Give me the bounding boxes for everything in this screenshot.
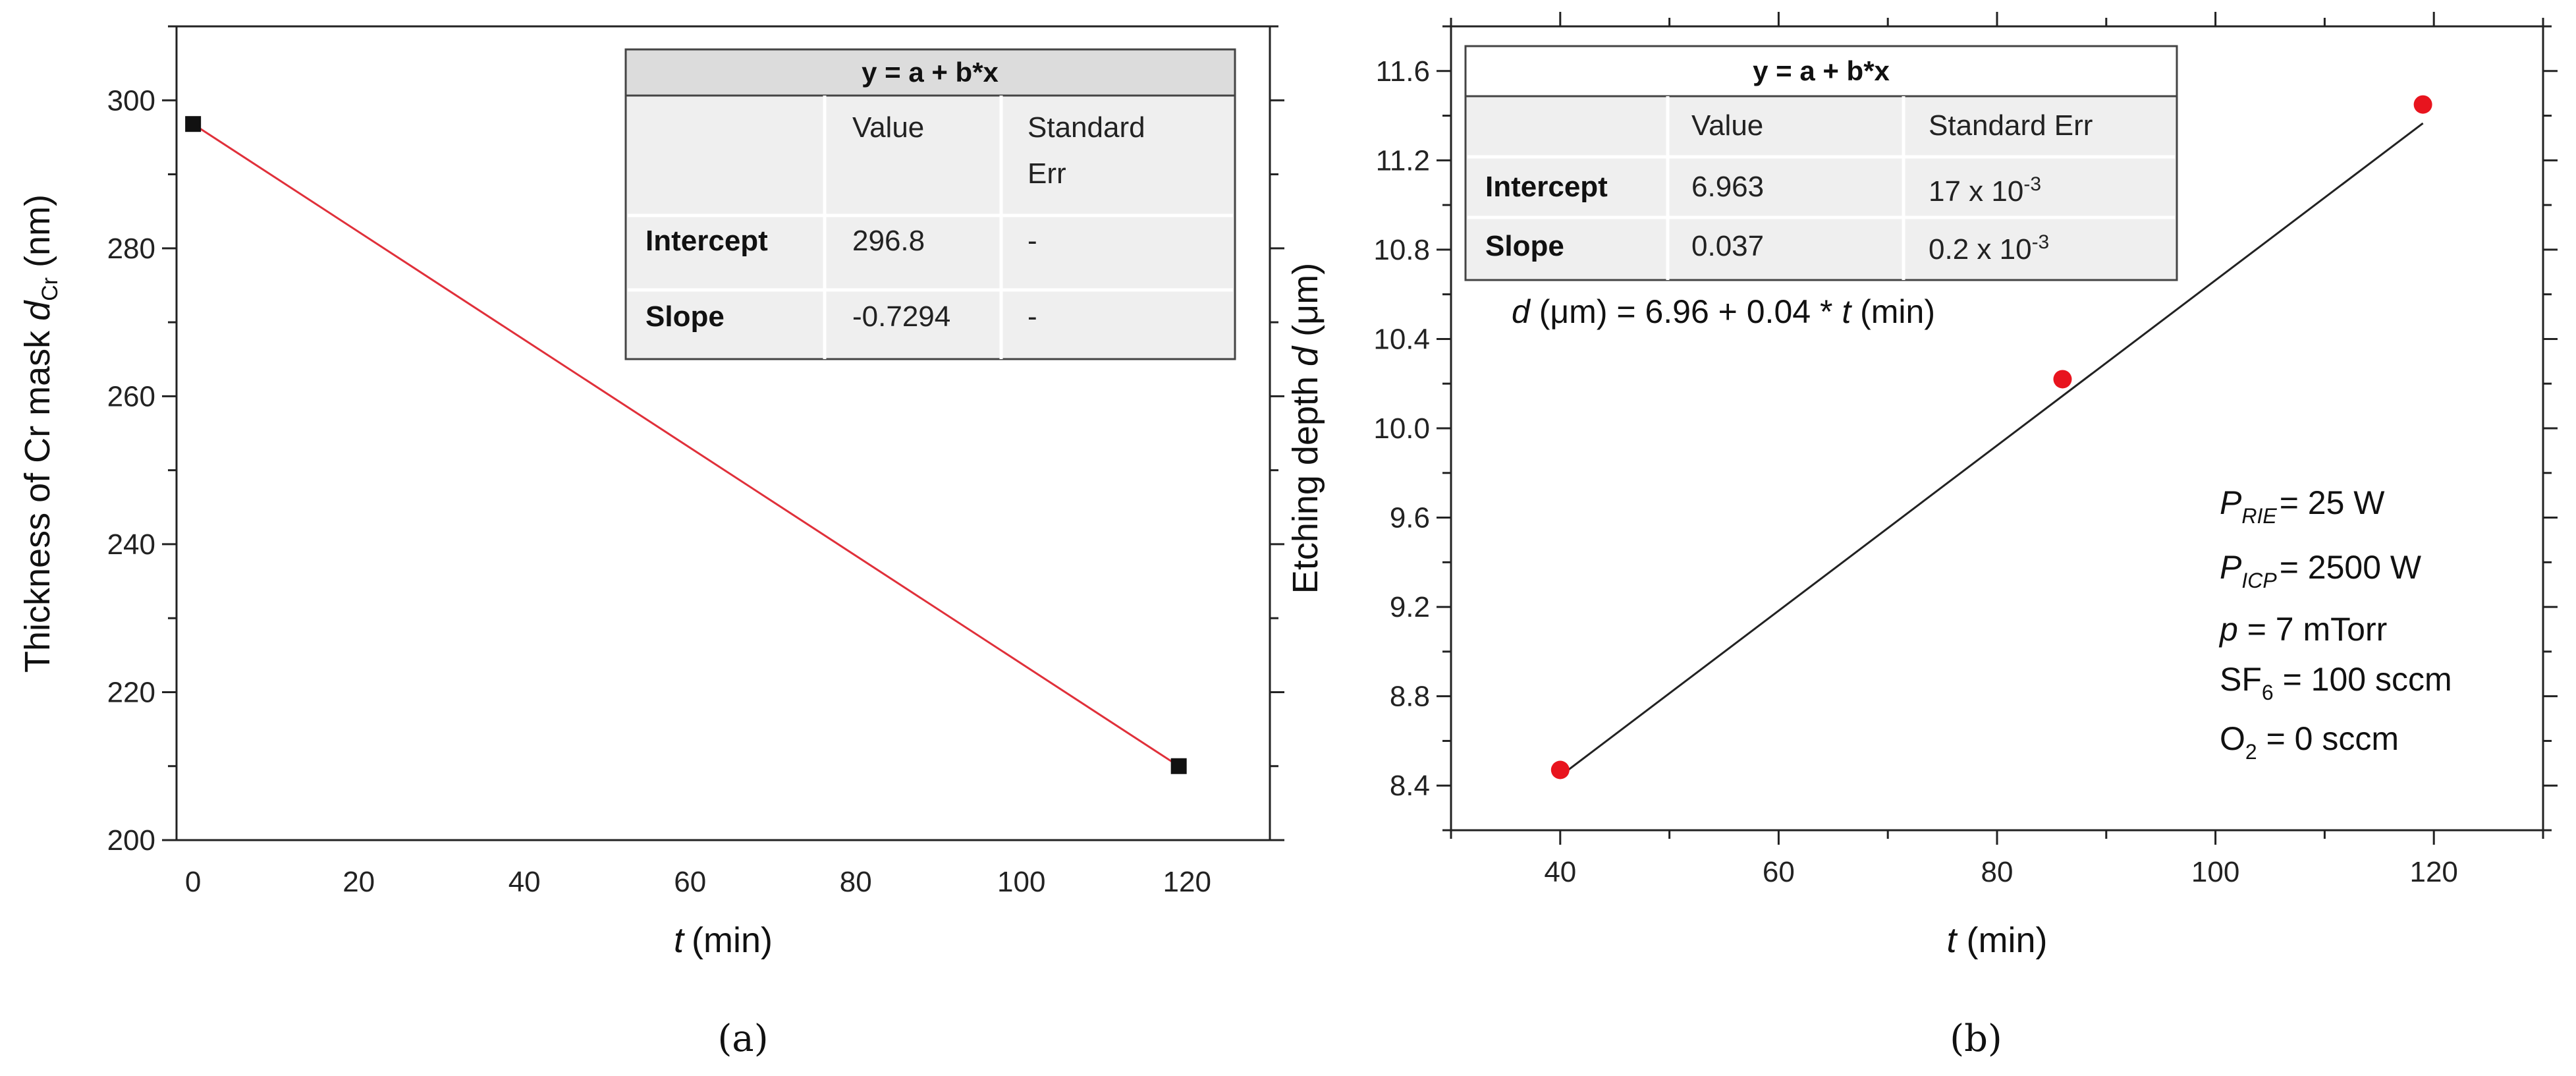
chart-a-ytick-label: 240 <box>107 528 155 561</box>
table-a-row-label: Slope <box>645 300 725 333</box>
chart-b-conditions: PRIE= 25 W PICP= 2500 W p = 7 mTorr SF6 … <box>2218 484 2452 764</box>
table-b-row-value: 6.963 <box>1691 171 1764 203</box>
chart-b-ytick-label: 9.6 <box>1390 502 1430 534</box>
chart-a-ylabel: Thickness of Cr mask dCr (nm) <box>18 194 63 673</box>
chart-b-fit-table: y = a + b*x Value Standard Err Intercept… <box>1464 45 2178 281</box>
table-b-row-value: 0.037 <box>1691 230 1764 262</box>
table-b-header-err: Standard Err <box>1929 109 2093 142</box>
table-a-row-err: - <box>1028 225 1037 257</box>
table-a-row-value: -0.7294 <box>852 300 950 333</box>
chart-a-ytick-label: 200 <box>107 824 155 857</box>
chart-b-xtick-label: 100 <box>2191 856 2239 888</box>
chart-b-ylabel: Etching depth d (μm) <box>1286 263 1325 594</box>
chart-a-fit-table: y = a + b*x Value Standard Err Intercept… <box>624 48 1236 360</box>
chart-a-xtick-label: 0 <box>185 866 201 898</box>
chart-a-ytick-label: 260 <box>107 380 155 412</box>
chart-a-xlabel: t (min) <box>674 920 773 960</box>
table-b-row-label: Slope <box>1485 230 1564 262</box>
chart-b-ytick-label: 9.2 <box>1390 591 1430 623</box>
chart-a-data-point <box>1170 758 1187 774</box>
chart-b-data-point <box>2053 370 2072 389</box>
table-a-row-label: Intercept <box>645 225 768 257</box>
chart-b-ytick-label: 11.2 <box>1376 144 1430 177</box>
chart-b: 40 60 80 100 120 8.4 8.8 9.2 9.6 10.0 10.4 10.8 11.2… <box>1286 12 2558 1060</box>
chart-b-xtick-label: 60 <box>1763 856 1795 888</box>
chart-a-frame <box>175 25 1271 841</box>
chart-b-ytick-label: 10.8 <box>1373 234 1430 266</box>
condition-pressure: p = 7 mTorr <box>2218 611 2387 648</box>
table-a-header-value: Value <box>852 111 924 144</box>
chart-a-xtick-label: 60 <box>674 866 706 898</box>
chart-b-data-point <box>1550 760 1570 779</box>
condition-sf6: SF6 = 100 sccm <box>2220 661 2452 704</box>
chart-a-xtick-label: 100 <box>997 866 1045 898</box>
table-b-row-err: 0.2 x 10-3 <box>1929 231 2049 266</box>
table-a-header-standard: Standard <box>1028 111 1145 144</box>
table-a-title: y = a + b*x <box>862 57 999 88</box>
table-b-header-value: Value <box>1691 109 1763 142</box>
chart-a-xtick-label: 40 <box>508 866 541 898</box>
chart-b-xtick-label: 120 <box>2409 856 2457 888</box>
table-b-row-label: Intercept <box>1485 171 1608 203</box>
table-b-row-err: 17 x 10-3 <box>1929 173 2041 208</box>
panel-label-a: (a) <box>717 1017 768 1060</box>
chart-b-fit-equation: d (μm) = 6.96 + 0.04 * t (min) <box>1512 293 1935 330</box>
condition-o2: O2 = 0 sccm <box>2220 720 2399 764</box>
condition-p-icp: PICP= 2500 W <box>2220 549 2422 592</box>
chart-b-ytick-label: 8.4 <box>1390 770 1430 802</box>
chart-a-xtick-label: 120 <box>1163 866 1211 898</box>
chart-a-xtick-label: 80 <box>840 866 872 898</box>
condition-p-rie: PRIE= 25 W <box>2220 484 2385 528</box>
chart-b-ytick-label: 10.4 <box>1373 323 1430 355</box>
chart-b-xtick-label: 40 <box>1544 856 1576 888</box>
chart-a-ytick-label: 280 <box>107 233 155 265</box>
chart-a-ytick-label: 220 <box>107 676 155 708</box>
chart-a-fit-line <box>192 123 1180 767</box>
chart-b-ytick-label: 11.6 <box>1376 55 1430 88</box>
table-a-header-err: Err <box>1028 157 1066 190</box>
table-a-row-value: 296.8 <box>852 225 925 257</box>
panel-label-b: (b) <box>1950 1017 2002 1060</box>
chart-a-data-point <box>185 116 202 132</box>
table-a-row-err: - <box>1028 300 1037 333</box>
chart-b-ytick-label: 8.8 <box>1390 681 1430 713</box>
chart-b-fit-line <box>1559 122 2424 777</box>
chart-b-xtick-label: 80 <box>1981 856 2014 888</box>
table-b-title: y = a + b*x <box>1753 55 1890 86</box>
chart-a-xtick-label: 20 <box>343 866 375 898</box>
chart-a: 0 20 40 60 80 100 120 200 220 240 260 280 300 y = a … <box>18 25 1284 1060</box>
chart-b-data-point <box>2413 95 2432 114</box>
chart-a-ytick-label: 300 <box>107 84 155 117</box>
chart-b-ytick-label: 10.0 <box>1373 412 1430 445</box>
chart-b-xlabel: t (min) <box>1947 920 2048 960</box>
